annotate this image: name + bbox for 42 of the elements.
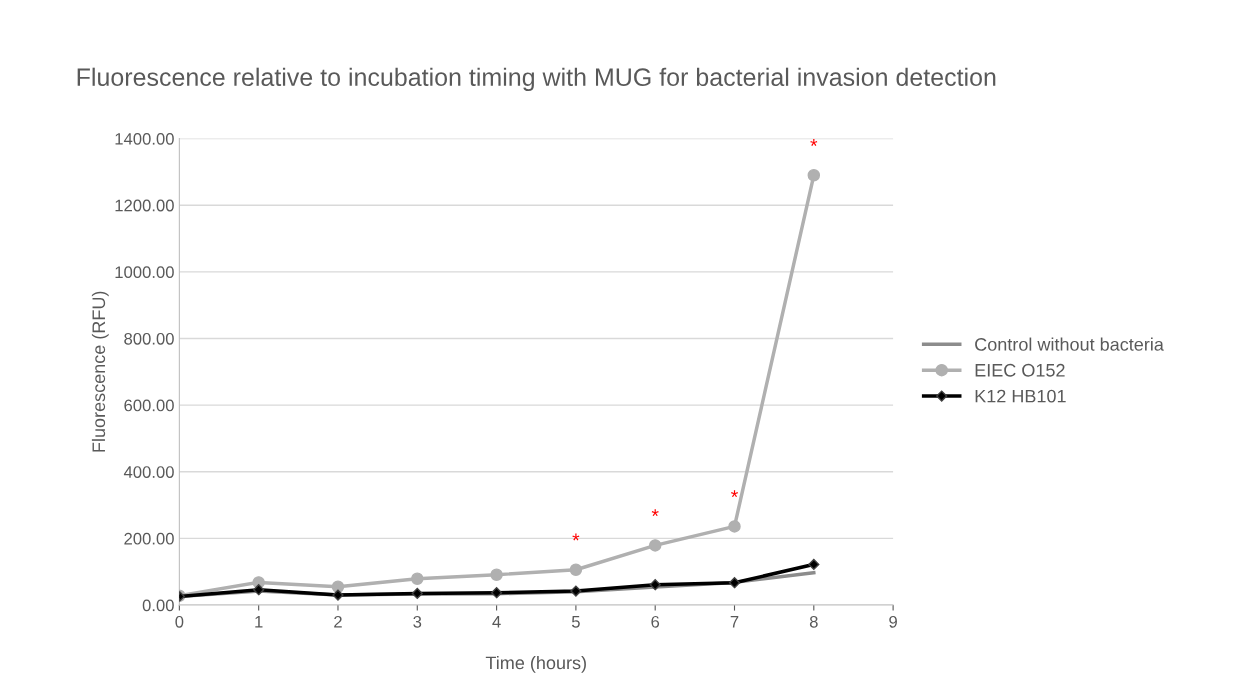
point <box>569 563 583 576</box>
point <box>807 168 821 182</box>
annotation: * <box>731 490 738 498</box>
x-tick-label: 3 <box>413 615 422 628</box>
x-tick-label: 8 <box>809 615 818 628</box>
y-tick-label: 200.00 <box>124 532 174 545</box>
x-tick-label: 0 <box>175 615 184 628</box>
y-tick-label: 1200.00 <box>115 199 174 212</box>
y-tick-label: 1000.00 <box>115 266 174 279</box>
y-tick-label: 800.00 <box>124 332 174 345</box>
annotation: * <box>810 139 818 146</box>
annotation: * <box>651 509 659 517</box>
x-tick-label: 4 <box>492 616 501 628</box>
point <box>649 579 661 591</box>
point <box>570 585 582 597</box>
x-tick-label: 2 <box>334 615 342 628</box>
point <box>411 572 424 585</box>
legend-label: Control without bacteria <box>975 337 1164 351</box>
x-tick-label: 5 <box>571 616 580 628</box>
point <box>490 568 503 581</box>
point <box>808 558 820 571</box>
legend-label: EIEC O152 <box>975 363 1065 377</box>
point <box>331 580 345 593</box>
point <box>648 539 662 552</box>
x-axis-title: Time (hours) <box>485 656 586 673</box>
chart-title: Fluorescence relative to incubation timing with MUG for bacterial invasion detection <box>77 67 996 91</box>
point <box>728 577 741 589</box>
x-tick-label: 7 <box>730 616 739 628</box>
point <box>253 584 265 596</box>
y-tick-label: 1400.00 <box>115 132 174 145</box>
point <box>728 520 741 533</box>
annotation: * <box>572 533 580 541</box>
y-tick-label: 600.00 <box>124 399 174 412</box>
y-axis-title: Fluorescence (RFU) <box>91 291 109 452</box>
point <box>411 587 423 599</box>
y-tick-label: 0.00 <box>142 599 174 612</box>
x-tick-label: 1 <box>255 616 263 628</box>
point <box>490 587 503 599</box>
x-tick-label: 6 <box>651 615 660 628</box>
y-tick-label: 400.00 <box>123 466 174 478</box>
x-tick-label: 9 <box>889 615 897 628</box>
legend-label: K12 HB101 <box>975 389 1066 403</box>
